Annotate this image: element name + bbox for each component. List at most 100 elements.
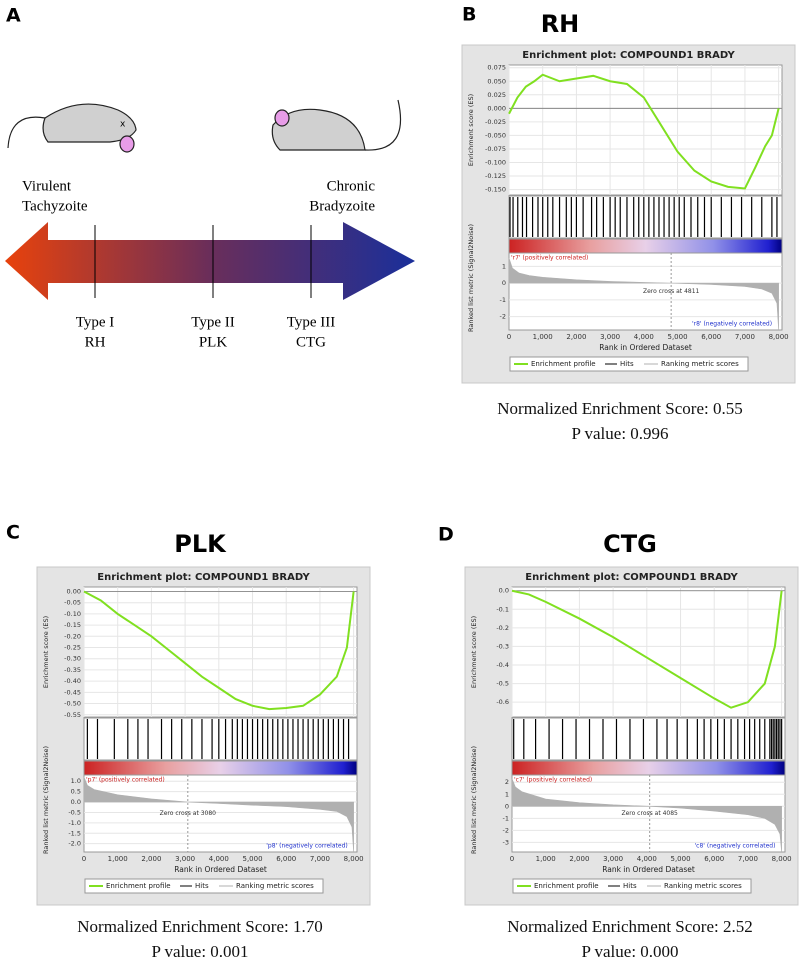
x-tick-label: 7,000 — [735, 333, 755, 341]
plot-subtitle: Enrichment plot: COMPOUND1 BRADY — [522, 50, 735, 61]
plot-subtitle: Enrichment plot: COMPOUND1 BRADY — [525, 572, 738, 583]
x-tick-label: 1,000 — [108, 855, 128, 863]
y-tick-label: 0.0 — [499, 587, 509, 595]
plot-subtitle: Enrichment plot: COMPOUND1 BRADY — [97, 572, 310, 583]
y-tick-label: 0.000 — [487, 104, 506, 112]
nes-text: Normalized Enrichment Score: 0.55 — [497, 399, 742, 418]
annotation: Zero cross at 4085 — [621, 810, 678, 817]
y-tick-label: 0.00 — [67, 587, 81, 595]
chart-title: CTG — [603, 530, 657, 558]
y-tick-label: -0.15 — [64, 621, 81, 629]
x-tick-label: 8,000 — [769, 333, 789, 341]
left-label: Tachyzoite — [22, 198, 88, 214]
color-bar — [508, 238, 783, 254]
p-value-text: P value: 0.996 — [571, 424, 668, 443]
x-tick-label: 0 — [507, 333, 511, 341]
annotation: 'r8' (negatively correlated) — [692, 321, 772, 328]
ranked-metric — [511, 778, 782, 853]
legend-label: Hits — [195, 882, 209, 890]
x-tick-label: 4,000 — [634, 333, 654, 341]
y-tick-label: -2 — [503, 826, 509, 834]
legend-label: Hits — [620, 360, 634, 368]
right-label: Bradyzoite — [309, 198, 375, 214]
type-name: Type I — [76, 314, 115, 330]
y-tick-label: -0.40 — [64, 677, 81, 685]
left-label: Virulent — [22, 178, 72, 194]
enrichment-line — [511, 589, 783, 709]
es-area — [508, 64, 783, 196]
y-tick-label: -0.55 — [64, 711, 81, 719]
y-tick-label: 1 — [502, 262, 506, 270]
y-tick-label: -1.0 — [68, 819, 81, 827]
mouse-right — [271, 99, 402, 151]
x-axis-label: Rank in Ordered Dataset — [602, 865, 695, 874]
x-tick-label: 5,000 — [242, 855, 262, 863]
y-tick-label: -2 — [500, 313, 506, 321]
annotation: 'r7' (positively correlated) — [511, 255, 588, 262]
y-tick-label: -3 — [503, 838, 509, 846]
y-tick-label: -0.10 — [64, 610, 81, 618]
right-label: Chronic — [327, 178, 376, 194]
x-axis-label: Rank in Ordered Dataset — [174, 865, 267, 874]
y-tick-label: 1 — [505, 790, 509, 798]
p-value-text: P value: 0.000 — [581, 942, 678, 961]
y-tick-label: 0.5 — [71, 788, 81, 796]
y-tick-label: -0.3 — [496, 642, 509, 650]
legend — [509, 356, 749, 372]
x-tick-label: 2,000 — [566, 333, 586, 341]
x-tick-label: 1,000 — [536, 855, 556, 863]
annotation: Zero cross at 4811 — [643, 288, 700, 295]
x-tick-label: 3,000 — [175, 855, 195, 863]
type-name: Type II — [191, 314, 235, 330]
y-tick-label: -0.150 — [485, 186, 506, 194]
x-tick-label: 0 — [510, 855, 514, 863]
y-tick-label: -0.35 — [64, 666, 81, 674]
y-tick-label: -0.50 — [64, 700, 81, 708]
x-tick-label: 3,000 — [603, 855, 623, 863]
legend — [84, 878, 324, 894]
x-tick-label: 5,000 — [667, 333, 687, 341]
x-tick-label: 7,000 — [310, 855, 330, 863]
nes-text: Normalized Enrichment Score: 2.52 — [507, 917, 752, 936]
legend-label: Ranking metric scores — [664, 882, 742, 890]
strain-name: CTG — [296, 334, 326, 350]
panel-letter: A — [6, 5, 21, 27]
p-value-text: P value: 0.001 — [151, 942, 248, 961]
panel-letter: B — [462, 4, 476, 26]
legend-label: Enrichment profile — [106, 882, 171, 890]
chart-title: PLK — [174, 530, 227, 558]
x-tick-label: 2,000 — [569, 855, 589, 863]
y-tick-label: -0.45 — [64, 688, 81, 696]
annotation: Zero cross at 3080 — [160, 810, 217, 817]
annotation: 'p8' (negatively correlated) — [266, 843, 347, 850]
enrichment-line — [508, 73, 780, 190]
y-axis-label: Enrichment score (ES) — [42, 616, 50, 688]
x-tick-label: 7,000 — [738, 855, 758, 863]
y-tick-label: 0.075 — [487, 64, 506, 72]
y-tick-label: 1.0 — [71, 777, 81, 785]
legend-label: Ranking metric scores — [661, 360, 739, 368]
y-tick-label: -0.4 — [496, 661, 509, 669]
y-tick-label: -0.25 — [64, 644, 81, 652]
y-tick-label: -1.5 — [68, 829, 81, 837]
y-axis-label: Ranked list metric (Signal2Noise) — [467, 224, 475, 332]
y-tick-label: -0.30 — [64, 655, 81, 663]
annotation: 'p7' (positively correlated) — [86, 777, 165, 784]
legend-label: Ranking metric scores — [236, 882, 314, 890]
y-tick-label: -0.125 — [485, 172, 506, 180]
y-tick-label: -1 — [503, 814, 509, 822]
y-tick-label: -1 — [500, 296, 506, 304]
legend-label: Hits — [623, 882, 637, 890]
y-tick-label: 0.0 — [71, 798, 81, 806]
hits-area — [511, 717, 786, 761]
y-tick-label: -0.050 — [485, 131, 506, 139]
x-tick-label: 0 — [82, 855, 86, 863]
y-tick-label: -0.100 — [485, 159, 506, 167]
y-tick-label: -0.025 — [485, 118, 506, 126]
legend-label: Enrichment profile — [534, 882, 599, 890]
color-bar — [83, 760, 358, 776]
es-area — [83, 586, 358, 718]
mouse-left: x — [7, 103, 137, 153]
x-tick-label: 5,000 — [670, 855, 690, 863]
